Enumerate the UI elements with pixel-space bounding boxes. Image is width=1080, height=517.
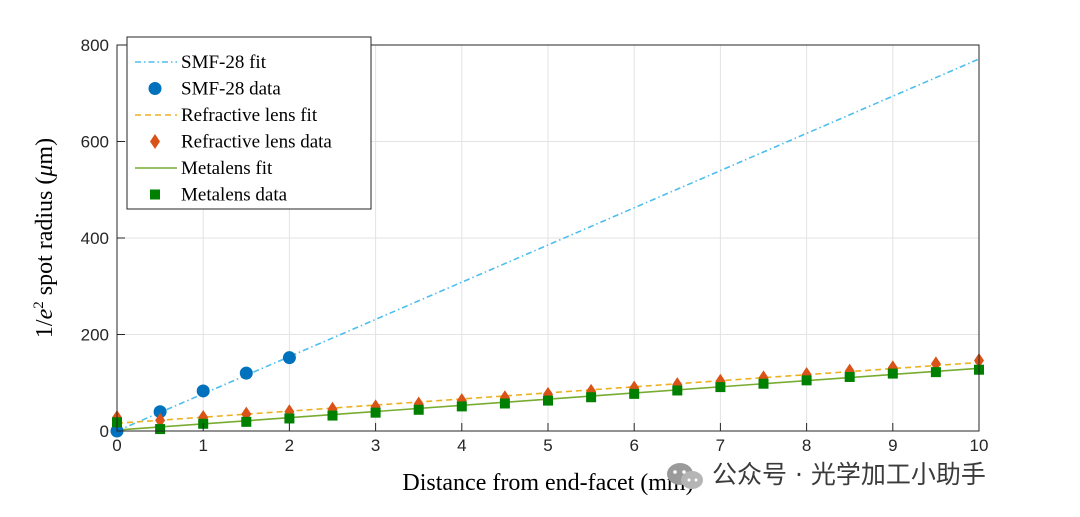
data-point: [930, 367, 941, 378]
legend-entry: Refractive lens fit: [135, 105, 318, 126]
legend-label: Refractive lens fit: [181, 105, 318, 126]
data-point: [586, 392, 597, 403]
x-tick-label: 0: [112, 436, 121, 455]
y-tick-label: 800: [81, 36, 109, 55]
x-tick-label: 10: [970, 436, 989, 455]
data-point: [196, 384, 210, 398]
y-tick-label: 400: [81, 229, 109, 248]
data-point: [153, 405, 167, 419]
y-axis-label-mu: μ: [32, 165, 58, 178]
data-point: [284, 413, 295, 424]
data-point: [715, 382, 726, 393]
data-point: [239, 366, 253, 380]
x-tick-label: 2: [285, 436, 294, 455]
x-tick-label: 4: [457, 436, 466, 455]
y-axis-label: 1/e2 spot radius (μm): [31, 138, 58, 338]
legend-label: Metalens data: [181, 185, 288, 206]
y-tick-label: 600: [81, 133, 109, 152]
x-tick-label: 1: [198, 436, 207, 455]
data-point: [758, 378, 769, 389]
x-tick-label: 3: [371, 436, 380, 455]
y-axis-label-suffix: m): [32, 138, 58, 165]
series-line-smf-28-fit: [116, 58, 980, 432]
legend: SMF-28 fit SMF-28 data Refractive lens fit…: [126, 36, 372, 210]
watermark: 公众号 · 光学加工小助手: [667, 460, 986, 489]
data-point: [282, 351, 296, 365]
y-axis-label-exp: 2: [31, 301, 47, 309]
x-tick-label: 7: [716, 436, 725, 455]
y-axis-label-mid: spot radius (: [32, 177, 58, 302]
legend-label: Metalens fit: [181, 158, 273, 179]
watermark-text: 公众号 · 光学加工小助手: [712, 460, 986, 489]
data-point: [413, 404, 424, 415]
x-tick-label: 8: [802, 436, 811, 455]
data-point: [672, 385, 683, 396]
x-tick-label: 6: [629, 436, 638, 455]
data-point: [543, 395, 553, 406]
wechat-icon: [667, 463, 703, 489]
y-tick-label: 0: [100, 422, 109, 441]
legend-entry: Metalens data: [150, 185, 288, 206]
y-tick-label: 200: [81, 326, 109, 345]
data-point: [327, 410, 338, 421]
data-point: [629, 388, 640, 399]
data-point: [844, 371, 855, 382]
legend-entry: SMF-28 fit: [135, 52, 267, 73]
legend-marker-swatch: [148, 82, 162, 95]
legend-entry: Metalens fit: [135, 158, 273, 179]
axis-ticks: 0 1 2 3 4 5 6 7 8 9 10 0 200 400 600 800: [81, 36, 989, 455]
legend-box: [126, 36, 372, 210]
legend-label: SMF-28 data: [181, 79, 281, 100]
legend-marker-swatch: [150, 189, 160, 200]
data-point: [499, 398, 510, 409]
legend-marker-swatch: [150, 134, 160, 149]
legend-label: SMF-28 fit: [181, 52, 267, 73]
x-tick-label: 5: [543, 436, 552, 455]
data-point: [456, 401, 467, 412]
legend-label: Refractive lens data: [181, 132, 332, 153]
y-axis-label-e: e: [32, 308, 58, 319]
x-axis-label: Distance from end-facet (mm): [402, 470, 693, 496]
series-smf-28-data: [110, 351, 296, 438]
legend-entry: Refractive lens data: [150, 132, 332, 153]
legend-entry: SMF-28 data: [148, 79, 281, 100]
data-point: [801, 375, 812, 386]
data-point: [887, 368, 898, 379]
y-axis-label-prefix: 1/: [32, 319, 58, 338]
data-point: [370, 407, 381, 418]
data-point: [241, 416, 252, 427]
x-tick-label: 9: [888, 436, 897, 455]
data-point: [155, 424, 166, 435]
